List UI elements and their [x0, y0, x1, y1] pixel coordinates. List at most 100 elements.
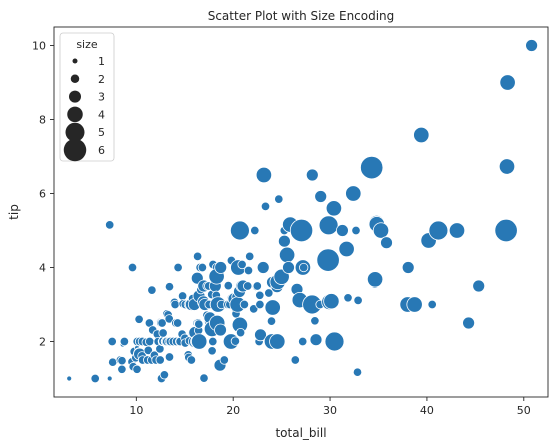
- legend-entries: 1 2 3 4 5 6: [63, 55, 105, 162]
- data-point: [108, 357, 118, 367]
- data-point: [127, 262, 138, 273]
- data-point: [305, 168, 319, 182]
- data-point: [107, 336, 117, 347]
- data-point: [260, 201, 271, 212]
- y-tick-label: 4: [39, 262, 46, 275]
- y-tick-label: 2: [39, 336, 46, 349]
- data-point: [237, 259, 247, 270]
- legend-label: 4: [98, 108, 105, 121]
- data-point: [406, 296, 423, 313]
- data-point: [243, 265, 254, 276]
- data-point: [266, 316, 277, 326]
- data-point: [214, 261, 228, 274]
- data-point: [208, 336, 218, 347]
- data-point: [117, 364, 127, 374]
- legend-label: 6: [98, 144, 105, 157]
- data-point: [164, 352, 175, 362]
- data-point: [229, 220, 250, 241]
- data-point: [494, 218, 518, 243]
- data-point: [191, 333, 208, 350]
- data-point: [269, 333, 286, 350]
- data-point: [192, 251, 203, 262]
- data-point: [134, 314, 144, 324]
- data-point: [525, 39, 538, 52]
- data-point: [223, 280, 233, 291]
- legend-label: 2: [98, 73, 105, 86]
- legend-marker: [67, 106, 83, 123]
- data-point: [353, 295, 363, 306]
- x-tick-label: 50: [517, 404, 531, 417]
- data-point: [194, 319, 204, 329]
- data-point: [338, 240, 355, 258]
- data-point: [255, 166, 273, 184]
- data-point: [255, 290, 265, 300]
- data-point: [243, 281, 253, 291]
- data-point: [380, 236, 393, 250]
- data-point: [172, 318, 183, 328]
- points-layer: [66, 39, 538, 384]
- data-point: [164, 314, 174, 324]
- y-axis-ticks: 2 4 6 8 10: [32, 40, 54, 349]
- data-point: [177, 291, 188, 301]
- data-point: [214, 323, 227, 337]
- x-tick-label: 20: [226, 404, 240, 417]
- data-point: [282, 261, 295, 274]
- legend-marker: [69, 90, 81, 103]
- x-axis-ticks: 10 20 30 40 50: [129, 397, 531, 417]
- data-point: [462, 316, 476, 330]
- data-point: [197, 262, 208, 273]
- data-point: [147, 285, 157, 295]
- legend-label: 5: [98, 126, 105, 139]
- data-point: [298, 336, 308, 347]
- data-point: [117, 356, 127, 366]
- x-axis-label: total_bill: [275, 426, 326, 440]
- data-point: [290, 355, 300, 365]
- y-axis-label: tip: [7, 204, 21, 220]
- data-point: [289, 218, 314, 243]
- data-point: [170, 299, 180, 310]
- data-point: [310, 316, 320, 326]
- data-point: [207, 346, 217, 356]
- data-point: [413, 126, 430, 144]
- data-point: [264, 299, 281, 316]
- y-tick-label: 10: [32, 40, 46, 53]
- data-point: [499, 74, 516, 91]
- data-point: [264, 288, 274, 298]
- data-point: [186, 355, 197, 365]
- data-point: [366, 271, 384, 288]
- legend-title: size: [76, 38, 98, 51]
- data-point: [472, 279, 486, 293]
- data-point: [324, 331, 345, 352]
- data-point: [219, 355, 229, 365]
- legend-label: 1: [98, 55, 105, 68]
- data-point: [498, 158, 516, 175]
- data-point: [164, 282, 175, 292]
- data-point: [352, 367, 363, 377]
- data-point: [230, 336, 241, 346]
- data-point: [157, 318, 167, 328]
- data-point: [345, 185, 362, 202]
- chart-title: Scatter Plot with Size Encoding: [208, 9, 395, 23]
- data-point: [252, 281, 262, 291]
- data-point: [360, 155, 384, 180]
- legend-marker: [72, 58, 78, 64]
- data-point: [255, 299, 265, 310]
- data-point: [299, 262, 309, 273]
- data-point: [401, 261, 415, 274]
- data-point: [316, 248, 340, 272]
- data-point: [66, 375, 73, 382]
- data-point: [199, 373, 209, 383]
- data-point: [274, 194, 284, 204]
- data-point: [173, 262, 183, 273]
- data-point: [278, 246, 296, 264]
- data-point: [448, 222, 466, 239]
- legend: size 1 2 3 4 5 6: [59, 32, 115, 162]
- data-point: [351, 225, 361, 236]
- data-point: [249, 304, 259, 314]
- data-point: [119, 336, 130, 347]
- data-point: [343, 293, 353, 303]
- data-point: [132, 364, 142, 374]
- data-point: [106, 375, 113, 382]
- data-point: [318, 215, 339, 236]
- data-point: [235, 327, 246, 338]
